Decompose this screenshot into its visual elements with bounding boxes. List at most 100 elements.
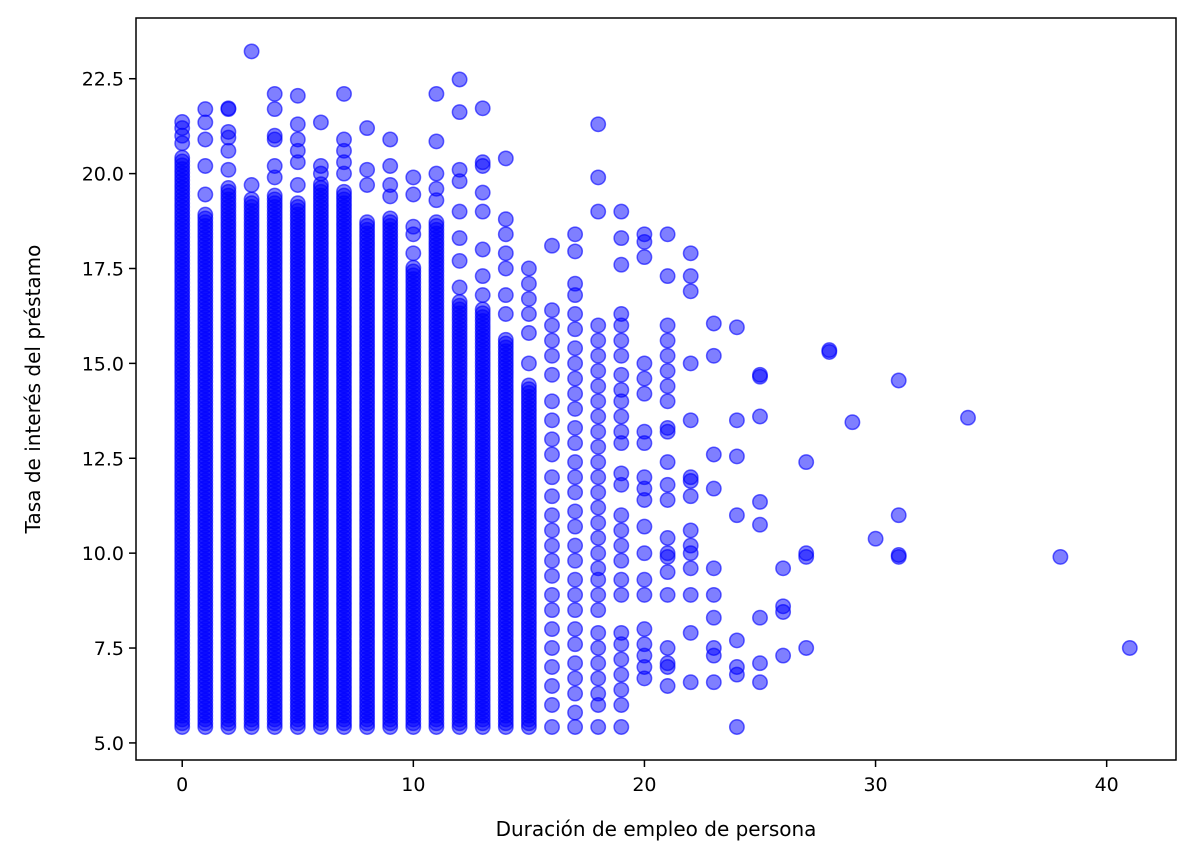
data-point bbox=[613, 347, 630, 364]
data-point bbox=[682, 355, 699, 372]
data-point bbox=[636, 586, 653, 603]
data-point bbox=[659, 423, 676, 440]
data-point bbox=[451, 203, 468, 220]
data-point bbox=[567, 435, 584, 452]
data-point bbox=[451, 173, 468, 190]
data-point bbox=[544, 552, 560, 569]
data-point bbox=[590, 530, 607, 546]
data-point bbox=[289, 177, 306, 193]
data-point bbox=[567, 586, 584, 603]
data-point bbox=[544, 347, 560, 364]
data-point bbox=[567, 469, 584, 486]
data-point bbox=[728, 507, 745, 524]
data-point bbox=[659, 548, 676, 565]
data-point bbox=[567, 400, 584, 417]
data-point bbox=[659, 659, 676, 675]
data-point bbox=[243, 177, 260, 193]
data-point bbox=[544, 621, 560, 638]
data-point bbox=[474, 241, 491, 258]
data-point bbox=[359, 161, 376, 178]
data-point bbox=[659, 226, 676, 243]
data-point bbox=[428, 192, 445, 209]
data-point bbox=[890, 507, 907, 524]
data-point bbox=[590, 454, 607, 471]
data-point bbox=[752, 609, 768, 626]
data-point bbox=[544, 332, 560, 349]
data-point bbox=[474, 100, 491, 117]
data-point bbox=[590, 332, 607, 349]
data-point bbox=[890, 372, 907, 389]
data-point bbox=[567, 621, 584, 638]
data-point bbox=[174, 135, 191, 152]
data-point bbox=[1052, 548, 1069, 565]
data-point bbox=[728, 448, 745, 465]
data-point bbox=[359, 177, 376, 193]
data-point bbox=[867, 530, 884, 547]
data-point bbox=[544, 586, 560, 603]
data-point bbox=[590, 347, 607, 364]
data-point bbox=[590, 116, 607, 133]
data-point bbox=[590, 469, 607, 486]
data-point bbox=[567, 537, 584, 554]
y-tick-label: 7.5 bbox=[94, 638, 124, 660]
data-point bbox=[613, 393, 630, 410]
x-tick-label: 30 bbox=[863, 774, 887, 796]
data-point bbox=[520, 355, 537, 372]
data-point bbox=[428, 165, 445, 182]
data-point bbox=[705, 674, 722, 691]
data-point bbox=[567, 306, 584, 322]
data-point bbox=[613, 719, 630, 735]
data-point bbox=[613, 522, 630, 539]
data-point bbox=[336, 85, 352, 102]
data-point bbox=[497, 150, 514, 167]
data-point bbox=[590, 586, 607, 603]
data-point bbox=[752, 674, 768, 691]
data-point bbox=[682, 412, 699, 429]
data-point bbox=[220, 161, 237, 178]
data-point bbox=[590, 719, 607, 735]
data-point bbox=[497, 306, 514, 322]
data-point bbox=[197, 114, 214, 131]
data-point bbox=[197, 101, 214, 118]
data-point bbox=[613, 332, 630, 349]
data-point bbox=[960, 409, 976, 426]
data-point bbox=[520, 260, 537, 277]
data-point bbox=[613, 552, 630, 569]
data-point bbox=[890, 548, 907, 565]
data-point bbox=[567, 287, 584, 304]
plot-frame bbox=[135, 17, 1177, 761]
data-point bbox=[636, 435, 653, 452]
data-point bbox=[705, 609, 722, 626]
data-point bbox=[544, 659, 560, 675]
data-point bbox=[636, 385, 653, 402]
data-point bbox=[752, 516, 768, 533]
data-point bbox=[682, 488, 699, 505]
data-point bbox=[544, 488, 560, 505]
data-point bbox=[544, 237, 560, 254]
data-point bbox=[567, 518, 584, 535]
data-point bbox=[659, 678, 676, 694]
data-point bbox=[613, 507, 630, 524]
data-point bbox=[613, 476, 630, 493]
data-point bbox=[613, 537, 630, 554]
data-point bbox=[567, 571, 584, 588]
data-point bbox=[220, 129, 237, 146]
data-point bbox=[659, 586, 676, 603]
data-point bbox=[567, 243, 584, 260]
data-points bbox=[174, 43, 1138, 735]
data-point bbox=[590, 317, 607, 334]
data-point bbox=[197, 158, 214, 174]
data-point bbox=[567, 355, 584, 372]
data-point bbox=[312, 114, 329, 131]
x-tick-label: 20 bbox=[632, 774, 656, 796]
data-point bbox=[1121, 640, 1138, 656]
data-point bbox=[359, 214, 376, 231]
data-point bbox=[289, 87, 306, 104]
data-point bbox=[728, 666, 745, 683]
data-point bbox=[428, 133, 445, 150]
data-point bbox=[613, 651, 630, 668]
data-point bbox=[405, 169, 422, 186]
data-point bbox=[682, 624, 699, 641]
data-point bbox=[590, 571, 607, 588]
data-point bbox=[705, 647, 722, 664]
